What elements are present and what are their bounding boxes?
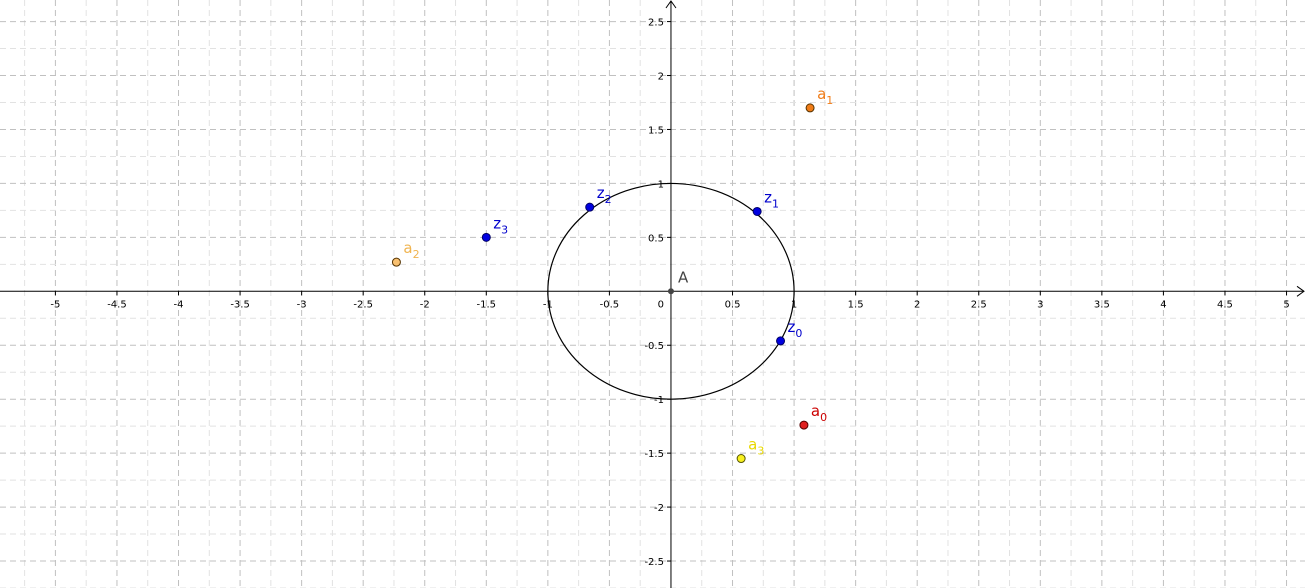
- point-label: z1: [764, 188, 779, 210]
- x-tick-label: 5: [1283, 299, 1289, 310]
- point-marker[interactable]: [805, 103, 815, 113]
- point-marker[interactable]: [667, 288, 674, 295]
- x-tick-label: 0.5: [725, 299, 741, 310]
- point-marker[interactable]: [736, 454, 746, 464]
- x-tick-label: 1: [791, 299, 797, 310]
- point-a-3[interactable]: a3: [736, 436, 764, 464]
- x-axis-arrow: [1296, 285, 1305, 297]
- tick-labels: -5 -4.5 -4 -3.5 -3 -2.5 -2 -1.5 -1 -0.5 0.5 1 1.5 2 2.…: [50, 18, 1289, 568]
- y-tick-label: -1.5: [644, 449, 664, 460]
- unit-circle-layer: [547, 182, 795, 400]
- y-tick-label: 0.5: [648, 233, 664, 244]
- point-a-1[interactable]: a1: [805, 85, 833, 113]
- point-marker[interactable]: [481, 232, 491, 242]
- point-marker[interactable]: [752, 206, 762, 216]
- x-tick-label: -3: [297, 299, 307, 310]
- y-tick-label: 2: [658, 72, 664, 83]
- x-tick-label: 2: [914, 299, 920, 310]
- x-tick-label: 4: [1160, 299, 1166, 310]
- point-marker[interactable]: [799, 420, 809, 430]
- y-axis-arrow: [665, 0, 677, 9]
- y-tick-label: -2.5: [644, 557, 664, 568]
- point-a[interactable]: A: [667, 268, 689, 295]
- x-tick-label: -1.5: [477, 299, 497, 310]
- origin-label: 0: [658, 299, 664, 310]
- x-tick-label: -0.5: [600, 299, 620, 310]
- point-label: A: [678, 268, 689, 286]
- point-marker[interactable]: [776, 336, 786, 346]
- point-a-2[interactable]: a2: [391, 239, 420, 267]
- x-tick-label: -4.5: [107, 299, 127, 310]
- point-label: z3: [493, 214, 508, 236]
- point-label: a3: [748, 436, 764, 458]
- unit-circle[interactable]: [547, 182, 795, 400]
- x-tick-label: -1: [543, 299, 553, 310]
- point-label: a2: [403, 239, 419, 261]
- y-tick-label: -2: [654, 503, 664, 514]
- point-marker[interactable]: [585, 202, 595, 212]
- point-a-0[interactable]: a0: [799, 402, 827, 430]
- point-marker[interactable]: [391, 257, 401, 267]
- point-z-2[interactable]: z2: [585, 184, 612, 212]
- x-tick-label: 2.5: [971, 299, 987, 310]
- y-tick-label: 1: [658, 179, 664, 190]
- x-tick-label: 1.5: [848, 299, 864, 310]
- x-tick-label: 4.5: [1217, 299, 1233, 310]
- x-tick-label: -4: [174, 299, 184, 310]
- point-z-1[interactable]: z1: [752, 188, 779, 216]
- x-tick-label: 3.5: [1094, 299, 1110, 310]
- y-tick-label: 1.5: [648, 125, 664, 136]
- point-z-0[interactable]: z0: [776, 318, 803, 346]
- x-tick-label: -2.5: [353, 299, 373, 310]
- x-tick-label: 3: [1037, 299, 1043, 310]
- point-label: z2: [597, 184, 612, 206]
- point-label: z0: [788, 318, 803, 340]
- y-tick-label: 2.5: [648, 18, 664, 29]
- y-tick-label: -1: [654, 395, 664, 406]
- x-tick-label: -5: [50, 299, 60, 310]
- x-tick-label: -3.5: [230, 299, 250, 310]
- x-tick-label: -2: [420, 299, 430, 310]
- points-layer: Az0 z1 z2 z3 a0 a1 a2 a3: [391, 85, 833, 464]
- y-tick-label: -0.5: [644, 341, 664, 352]
